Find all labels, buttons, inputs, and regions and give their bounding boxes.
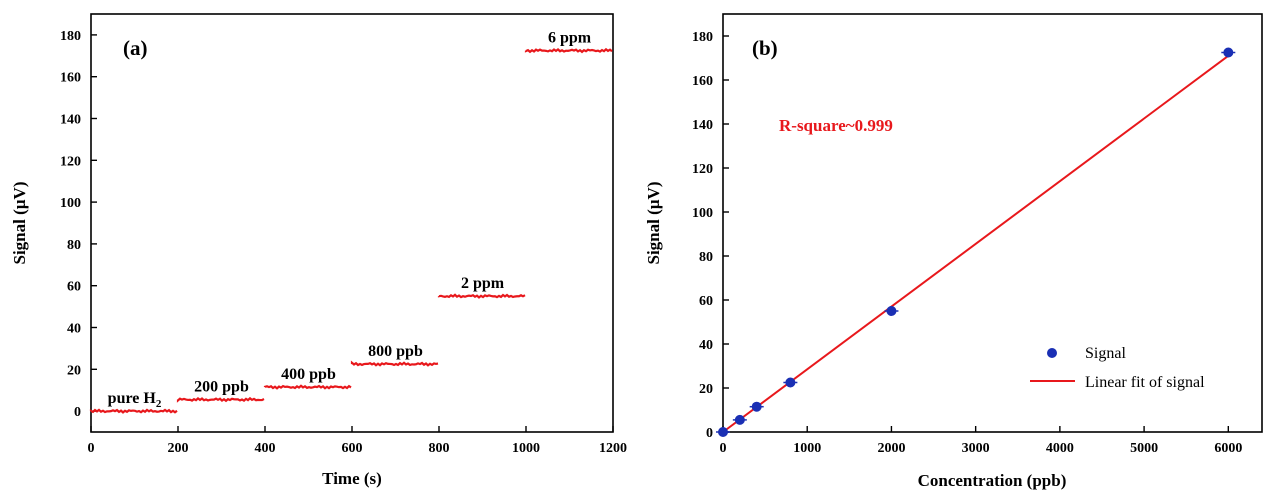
step-line — [437, 293, 526, 299]
chart-b-x-tick-label: 1000 — [793, 441, 821, 456]
legend-label-fit: Linear fit of signal — [1085, 374, 1205, 391]
chart-a-panel-label: (a) — [123, 36, 148, 60]
chart-a-y-tick-label: 100 — [60, 196, 81, 211]
data-point — [1223, 47, 1234, 58]
step-label: 2 ppm — [461, 275, 505, 292]
data-point — [734, 414, 745, 425]
chart-b: 0 1000 2000 3000 4000 5000 6000 0 20 40 60 80 100 120… — [644, 13, 1263, 490]
chart-b-y-tick-label: 120 — [692, 162, 713, 177]
chart-a-x-tick-label: 800 — [429, 441, 450, 456]
data-point — [886, 306, 897, 316]
chart-a-x-tick-label: 0 — [88, 441, 95, 456]
chart-a-y-tick-label: 160 — [60, 71, 81, 86]
step-line — [89, 408, 178, 414]
step-line — [350, 360, 439, 367]
chart-b-y-tick-label: 60 — [699, 294, 713, 309]
step-line — [176, 396, 265, 403]
fit-line — [722, 54, 1229, 433]
chart-a-y-tick-label: 120 — [60, 154, 81, 169]
data-point — [718, 427, 728, 437]
step-line — [263, 384, 352, 390]
chart-b-y-tick-label: 0 — [706, 426, 713, 441]
chart-a-x-axis-label: Time (s) — [322, 469, 382, 488]
chart-a-y-tick-label: 0 — [74, 405, 81, 420]
chart-a-y-tick-label: 140 — [60, 113, 81, 128]
step-label: 400 ppb — [281, 366, 336, 383]
chart-b-x-tick-label: 6000 — [1214, 441, 1242, 456]
chart-a-y-axis-label: Signal (µV) — [10, 182, 29, 265]
chart-b-y-tick-label: 180 — [692, 30, 713, 45]
chart-a-y-tick-label: 80 — [67, 238, 81, 253]
legend-marker-signal — [1047, 348, 1057, 358]
chart-a-x-tick-label: 1000 — [512, 441, 540, 456]
chart-a-x-tick-label: 400 — [255, 441, 276, 456]
chart-b-y-tick-label: 100 — [692, 206, 713, 221]
chart-a-y-tick-label: 40 — [67, 322, 81, 337]
step-label: 200 ppb — [194, 379, 249, 396]
chart-b-y-tick-label: 20 — [699, 382, 713, 397]
chart-b-annotation: R-square~0.999 — [779, 116, 893, 135]
chart-b-y-tick-label: 80 — [699, 250, 713, 265]
data-point — [751, 401, 762, 412]
step-label: 800 ppb — [368, 343, 423, 360]
chart-a-y-tick-label: 180 — [60, 29, 81, 44]
chart-a: 0 200 400 600 800 1000 1200 0 20 40 60 80 100 120 140 1… — [10, 13, 627, 488]
chart-a-x-tick-label: 600 — [342, 441, 363, 456]
chart-b-y-tick-label: 40 — [699, 338, 713, 353]
data-point — [785, 377, 796, 388]
step-label: 6 ppm — [548, 30, 592, 47]
chart-b-legend: Signal Linear fit of signal — [1030, 345, 1205, 391]
chart-b-y-axis-label: Signal (µV) — [644, 182, 663, 265]
chart-b-x-axis-label: Concentration (ppb) — [918, 471, 1067, 490]
chart-b-x-tick-label: 3000 — [962, 441, 990, 456]
chart-a-y-tick-label: 20 — [67, 363, 81, 378]
chart-a-x-tick-label: 1200 — [599, 441, 627, 456]
chart-b-panel-label: (b) — [752, 36, 778, 60]
chart-b-x-tick-label: 0 — [720, 441, 727, 456]
chart-a-frame — [90, 13, 614, 433]
step-label: pure H2 — [108, 390, 162, 410]
step-line — [524, 47, 613, 54]
chart-b-frame — [722, 13, 1263, 433]
chart-b-x-tick-label: 2000 — [877, 441, 905, 456]
chart-b-y-tick-label: 140 — [692, 118, 713, 133]
chart-b-x-tick-label: 5000 — [1130, 441, 1158, 456]
legend-label-signal: Signal — [1085, 345, 1126, 362]
chart-a-y-tick-label: 60 — [67, 280, 81, 295]
chart-a-x-tick-label: 200 — [168, 441, 189, 456]
chart-b-y-tick-label: 160 — [692, 74, 713, 89]
chart-b-x-tick-label: 4000 — [1046, 441, 1074, 456]
